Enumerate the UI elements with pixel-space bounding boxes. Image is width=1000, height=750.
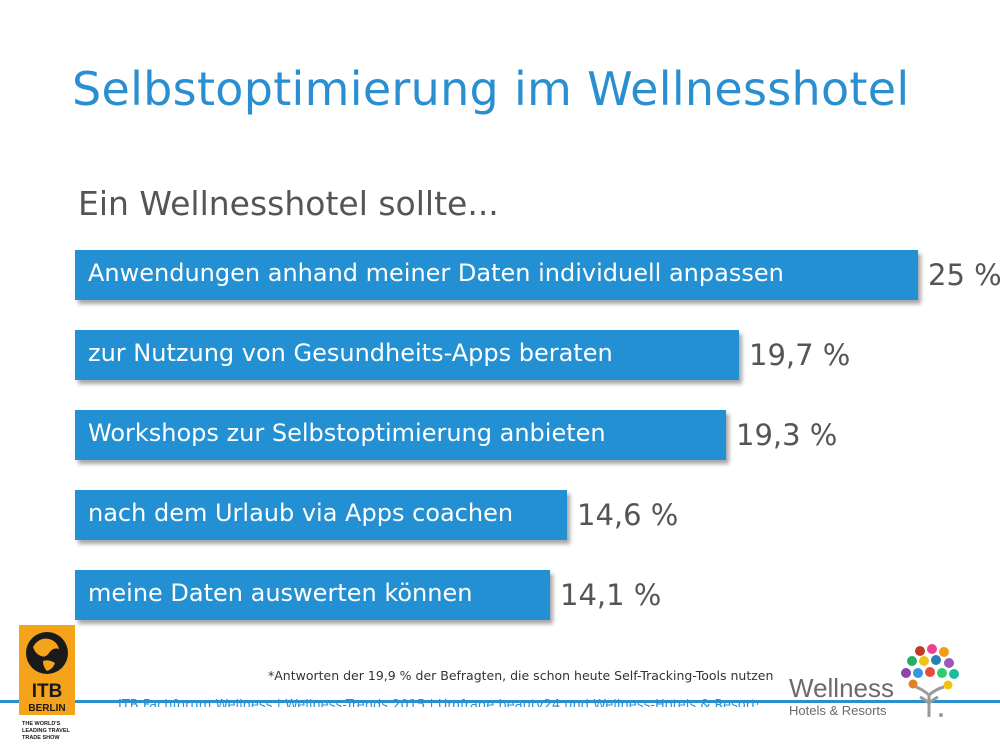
bar-label: meine Daten auswerten können xyxy=(88,579,473,607)
itb-tagline-1: THE WORLD'S xyxy=(22,721,61,727)
chart-subtitle: Ein Wellnesshotel sollte... xyxy=(78,184,499,223)
page-title: Selbstoptimierung im Wellnesshotel xyxy=(72,62,910,116)
itb-tagline-2: LEADING TRAVEL xyxy=(22,728,71,734)
chart-bar: zur Nutzung von Gesundheits-Apps beraten xyxy=(75,330,739,380)
bar-value-label: 14,6 % xyxy=(577,498,679,532)
chart-bar: Anwendungen anhand meiner Daten individu… xyxy=(75,250,918,300)
itb-logo-text: ITB xyxy=(32,681,63,702)
bar-value-label: 25 % xyxy=(928,258,1000,292)
bar-value-label: 19,7 % xyxy=(749,338,851,372)
wellness-logo-word: Wellness xyxy=(789,673,895,703)
bar-value-label: 14,1 % xyxy=(560,578,662,612)
bar-label: nach dem Urlaub via Apps coachen xyxy=(88,499,514,527)
bar-label: zur Nutzung von Gesundheits-Apps beraten xyxy=(88,339,613,367)
wellness-logo-sub: Hotels & Resorts xyxy=(789,703,887,718)
bar-value-label: 19,3 % xyxy=(736,418,838,452)
footnote: *Antworten der 19,9 % der Befragten, die… xyxy=(268,668,774,683)
footer-text: ITB Fachforum Wellness | Wellness-Trends… xyxy=(118,698,758,707)
chart-bar: nach dem Urlaub via Apps coachen xyxy=(75,490,567,540)
wellness-hotels-logo: Wellness Hotels & Resorts xyxy=(784,643,974,723)
itb-logo-city: BERLIN xyxy=(28,703,65,714)
tree-icon xyxy=(901,644,959,717)
itb-berlin-logo: ITB BERLIN THE WORLD'S LEADING TRAVEL TR… xyxy=(19,625,75,747)
bar-label: Workshops zur Selbstoptimierung anbieten xyxy=(88,419,606,447)
itb-tagline-3: TRADE SHOW xyxy=(22,735,60,741)
footer-divider xyxy=(0,700,1000,703)
bar-label: Anwendungen anhand meiner Daten individu… xyxy=(88,259,784,287)
chart-bar: Workshops zur Selbstoptimierung anbieten xyxy=(75,410,726,460)
chart-bar: meine Daten auswerten können xyxy=(75,570,550,620)
